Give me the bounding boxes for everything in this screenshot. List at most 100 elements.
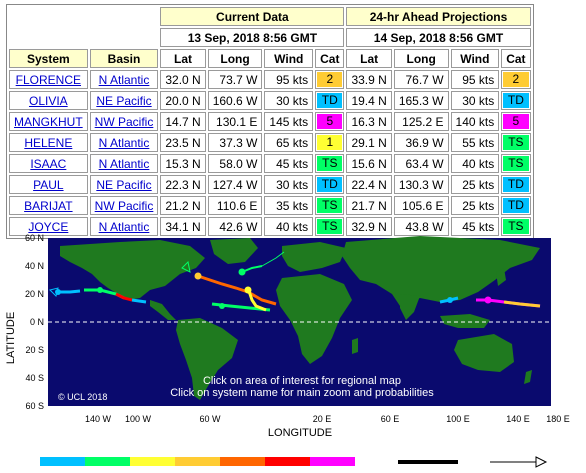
map-instruction-2: Click on system name for main zoom and p…	[170, 387, 434, 399]
current-cat-badge: 1	[315, 133, 345, 152]
india	[400, 294, 420, 320]
legend-swatch	[40, 457, 85, 466]
current-wind: 95 kts	[264, 70, 314, 89]
map-instruction-1: Click on area of interest for regional m…	[203, 375, 401, 387]
current-wind: 30 kts	[264, 175, 314, 194]
madagascar	[352, 338, 358, 354]
table-row: MANGKHUT NW Pacific 14.7 N 130.1 E 145 kts 5 1…	[9, 112, 531, 131]
basin-link[interactable]: NW Pacific	[89, 196, 159, 215]
category-badge: 2	[503, 72, 529, 87]
category-badge: TS	[317, 198, 343, 213]
track-atlantic-wave	[261, 251, 285, 267]
current-lat: 20.0 N	[160, 91, 206, 110]
copyright-text: © UCL 2018	[58, 392, 107, 402]
projection-time: 14 Sep, 2018 8:56 GMT	[346, 28, 531, 47]
table-row: HELENE N Atlantic 23.5 N 37.3 W 65 kts 1 29.1 …	[9, 133, 531, 152]
lon-tick-label: 180 E	[546, 414, 570, 424]
table-row: BARIJAT NW Pacific 21.2 N 110.6 E 35 kts TS 21…	[9, 196, 531, 215]
basin-link[interactable]: NE Pacific	[89, 175, 159, 194]
projected-long: 36.9 W	[393, 133, 449, 152]
system-link[interactable]: HELENE	[9, 133, 88, 152]
projected-cat-badge: TS	[501, 133, 531, 152]
direction-arrow-icon	[490, 456, 548, 468]
map-svg[interactable]: 60 N 40 N 20 N 0 N 20 S 40 S 60 S 140 W 100 W 60…	[0, 228, 586, 473]
projection-header: 24-hr Ahead Projections	[346, 7, 531, 26]
marker-paul	[97, 287, 103, 293]
intensity-legend	[40, 457, 355, 466]
system-link[interactable]: PAUL	[9, 175, 88, 194]
table-row: OLIVIA NE Pacific 20.0 N 160.6 W 30 kts TD 19.…	[9, 91, 531, 110]
category-badge: TD	[503, 93, 529, 108]
basin-link[interactable]: N Atlantic	[89, 217, 159, 236]
marker-florence	[194, 272, 202, 280]
system-link[interactable]: JOYCE	[9, 217, 88, 236]
current-cat-badge: TS	[315, 154, 345, 173]
arrow-olivia	[49, 287, 59, 297]
projected-long: 63.4 W	[393, 154, 449, 173]
projected-lat: 32.9 N	[346, 217, 392, 236]
system-link[interactable]: FLORENCE	[9, 70, 88, 89]
header-blank-2	[9, 28, 158, 47]
europe	[282, 242, 346, 272]
column-header-row: System Basin Lat Long Wind Cat Lat Long …	[9, 49, 531, 68]
category-badge: 5	[317, 114, 343, 129]
category-badge: TD	[317, 93, 343, 108]
system-link[interactable]: ISAAC	[9, 154, 88, 173]
projected-wind: 30 kts	[450, 91, 500, 110]
col-long: Long	[207, 49, 263, 68]
current-long: 160.6 W	[207, 91, 263, 110]
projected-cat-badge: TS	[501, 154, 531, 173]
basin-link[interactable]: N Atlantic	[89, 154, 159, 173]
track-paul-end	[131, 298, 147, 304]
current-cat-badge: TS	[315, 217, 345, 236]
world-map[interactable]: 60 N 40 N 20 N 0 N 20 S 40 S 60 S 140 W 100 W 60…	[0, 228, 586, 473]
lat-tick-label: 20 N	[25, 289, 44, 299]
current-long: 110.6 E	[207, 196, 263, 215]
projected-cat-badge: TD	[501, 91, 531, 110]
current-lat: 14.7 N	[160, 112, 206, 131]
system-link[interactable]: BARIJAT	[9, 196, 88, 215]
current-lat: 34.1 N	[160, 217, 206, 236]
japan	[496, 268, 506, 286]
track-florence	[197, 274, 277, 306]
lon-tick-label: 60 E	[381, 414, 400, 424]
arrow-florence	[181, 260, 191, 273]
system-link[interactable]: MANGKHUT	[9, 112, 88, 131]
projected-lat: 15.6 N	[346, 154, 392, 173]
africa	[276, 274, 352, 364]
projected-wind: 45 kts	[450, 217, 500, 236]
col-proj-lat: Lat	[346, 49, 392, 68]
current-cat-badge: TS	[315, 196, 345, 215]
current-long: 37.3 W	[207, 133, 263, 152]
lon-tick-label: 100 E	[446, 414, 470, 424]
category-badge: TD	[503, 198, 529, 213]
lon-axis: 140 W 100 W 60 W 20 E 60 E 100 E 140 E 180 E	[85, 414, 570, 424]
basin-link[interactable]: N Atlantic	[89, 133, 159, 152]
projected-cat-badge: 2	[501, 70, 531, 89]
current-long: 130.1 E	[207, 112, 263, 131]
track-joyce	[241, 265, 263, 273]
col-lat: Lat	[160, 49, 206, 68]
col-proj-cat: Cat	[501, 49, 531, 68]
basin-link[interactable]: N Atlantic	[89, 70, 159, 89]
current-cat-badge: 2	[315, 70, 345, 89]
legend-swatch	[310, 457, 355, 466]
basin-link[interactable]: NE Pacific	[89, 91, 159, 110]
projected-wind: 25 kts	[450, 196, 500, 215]
marker-barijat	[447, 297, 453, 303]
projected-wind: 55 kts	[450, 133, 500, 152]
projected-lat: 21.7 N	[346, 196, 392, 215]
lat-title: LATITUDE	[5, 312, 17, 364]
current-wind: 35 kts	[264, 196, 314, 215]
col-basin: Basin	[89, 49, 159, 68]
current-lat: 32.0 N	[160, 70, 206, 89]
track-mangkhut-tail	[503, 300, 541, 308]
current-long: 42.6 W	[207, 217, 263, 236]
storm-tracks[interactable]	[49, 251, 541, 312]
projected-wind: 95 kts	[450, 70, 500, 89]
basin-link[interactable]: NW Pacific	[89, 112, 159, 131]
north-america	[60, 240, 205, 300]
system-link[interactable]: OLIVIA	[9, 91, 88, 110]
projected-cat-badge: 5	[501, 112, 531, 131]
projected-cat-badge: TS	[501, 217, 531, 236]
